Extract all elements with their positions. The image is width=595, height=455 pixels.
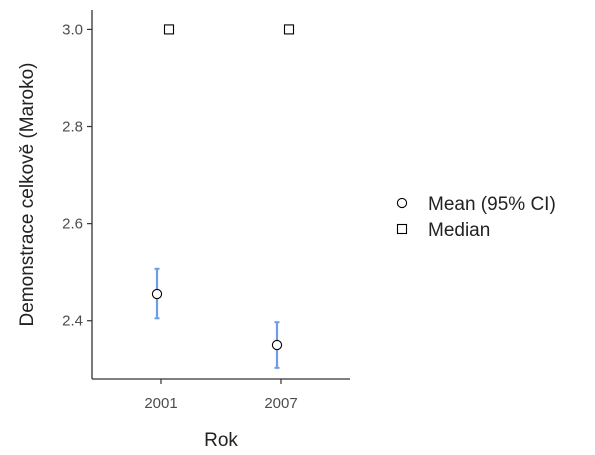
median-point: [283, 24, 295, 35]
legend-circle-marker: [396, 197, 408, 209]
legend-square-marker: [396, 223, 408, 235]
legend-item-median: Median: [396, 220, 490, 241]
legend-item-mean: Mean (95% CI): [396, 194, 556, 215]
y-tick-label: 2.4: [62, 313, 83, 330]
legend-label-median: Median: [428, 220, 490, 241]
mean-point: [271, 339, 283, 351]
y-axis-title: Demonstrace celkově (Maroko): [17, 63, 38, 327]
mean-point: [151, 288, 163, 300]
x-axis-title: Rok: [204, 430, 238, 451]
y-tick-label: 2.6: [62, 216, 83, 233]
legend: Mean (95% CI) Median: [396, 194, 556, 241]
y-tick-label: 3.0: [62, 21, 83, 38]
x-axis-ticks: 2001 2007: [144, 379, 298, 412]
plot-area: [151, 24, 295, 369]
median-point: [163, 24, 175, 35]
x-tick-label: 2007: [264, 395, 297, 412]
x-tick-label: 2001: [144, 395, 177, 412]
y-tick-label: 2.8: [62, 119, 83, 136]
y-axis-ticks: 2.4 2.6 2.8 3.0: [62, 21, 92, 330]
axes: [91, 10, 350, 380]
legend-label-mean: Mean (95% CI): [428, 194, 556, 215]
